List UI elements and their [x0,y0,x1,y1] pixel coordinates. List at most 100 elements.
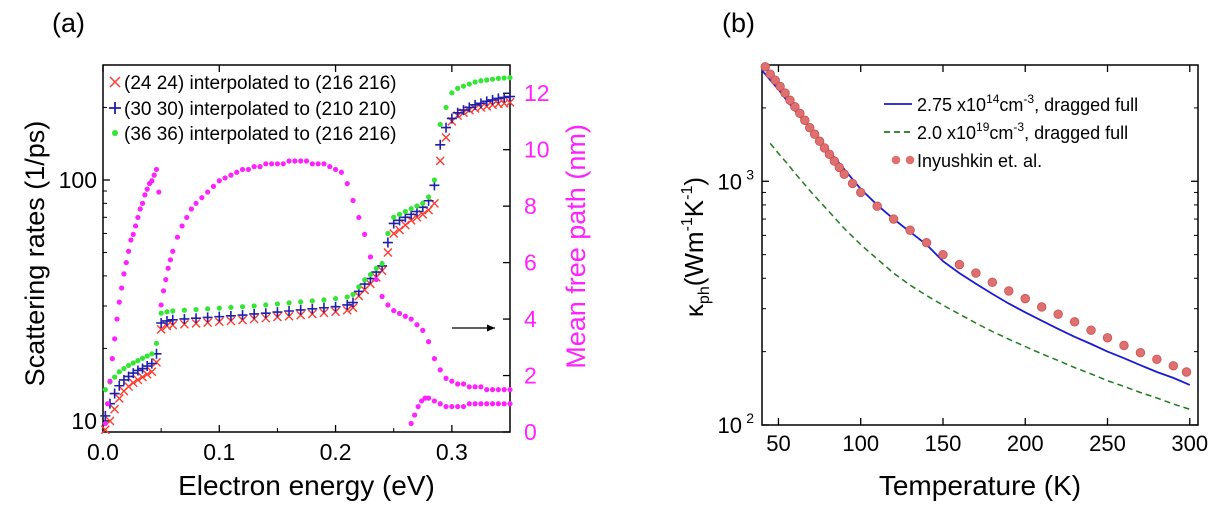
series-line-dashed [769,142,1191,411]
data-point-dot [426,395,432,401]
data-point-dot [112,374,118,380]
data-point-dot [501,401,507,407]
data-point-dot [105,401,111,407]
data-point-plus [295,304,306,315]
data-point-inyushkin [1135,347,1146,358]
data-point-dot [455,403,461,410]
data-point-x [110,404,120,414]
data-point-plus [493,93,504,104]
data-point-dot [239,166,246,173]
y2-tick-label-a: 10 [524,137,550,163]
data-point-dot [216,305,222,311]
data-point-dot [128,237,134,243]
y2-tick-label-a: 2 [524,363,537,389]
data-point-dot [472,384,478,390]
data-point-inyushkin [938,249,948,260]
data-point-dot [379,260,385,267]
data-point-dot [107,378,113,384]
data-point-inyushkin [872,201,882,211]
data-point-dot [495,401,501,407]
data-point-inyushkin [800,115,810,125]
data-point-x [249,314,259,324]
data-point-dot [144,353,150,359]
data-point-dot [121,365,127,372]
y2-tick-label-a: 6 [524,250,537,276]
data-point-dot [507,387,513,393]
data-point-dot [298,299,304,305]
data-point-dot [228,172,234,178]
data-point-dot [373,276,379,283]
y2-axis-label-a: Mean free path (nm) [561,124,591,369]
legend-marker-x [109,76,121,88]
data-point-x [238,315,248,325]
data-point-dot [391,214,397,220]
series-b-1 [769,142,1191,411]
data-point-dot [396,211,403,217]
data-point-plus [142,361,153,372]
legend-label-b: Inyushkin et. al. [917,151,1042,171]
x-tick-label-a: 0.0 [87,439,119,465]
data-point-inyushkin [780,88,790,98]
data-point-plus [179,313,190,324]
data-point-inyushkin [1181,367,1192,377]
data-point-inyushkin [805,122,815,133]
legend-a: (24 24) interpolated to (216 216) (30 30)… [109,73,397,145]
data-point-inyushkin [954,259,965,270]
data-point-x [342,305,352,315]
data-point-inyushkin [760,62,770,72]
data-point-dot [402,208,408,215]
data-point-x [100,425,110,435]
data-point-dot [315,161,321,167]
data-point-plus [167,314,178,325]
data-point-dot [385,230,391,237]
data-point-dot [269,161,275,167]
legend-marker-plus [109,102,121,114]
data-point-dot [455,85,461,91]
data-point-dot [125,362,132,369]
data-point-dot [210,183,217,189]
data-point-x [138,372,148,382]
y-tick-label-a: 10 [71,408,97,434]
data-point-dot [460,83,467,89]
data-point-dot [130,231,136,237]
data-point-dot [309,161,315,167]
data-point-dot [139,355,146,361]
series-a-3 [102,158,513,427]
data-point-dot [228,304,234,310]
data-point-inyushkin [1004,286,1014,296]
data-point-dot [135,358,141,364]
legend-label-b: 2.0 x1019cm-3, dragged full [917,120,1128,143]
data-point-inyushkin [1102,333,1113,343]
legend-label-a: (36 36) interpolated to (216 216) [124,124,397,145]
data-point-dot [205,306,211,312]
data-point-dot [151,172,157,178]
data-point-x [151,357,161,367]
data-point-dot [391,308,397,314]
data-point-dot [142,192,148,198]
data-point-inyushkin [847,178,858,189]
data-point-plus [225,310,236,321]
data-point-plus [318,302,329,313]
data-point-dot [184,214,190,221]
data-point-dot [443,104,449,111]
data-point-dot [193,200,199,206]
data-point-x [147,367,157,377]
data-point-dot [239,304,246,310]
data-point-plus [114,380,125,391]
data-point-x [284,311,294,321]
data-point-inyushkin [1020,293,1030,304]
data-point-x [168,320,178,330]
data-point-dot [332,295,339,302]
data-point-plus [260,308,271,319]
data-point-plus [441,122,452,133]
data-point-dot [402,313,408,319]
data-point-inyushkin [971,268,981,278]
data-point-dot [466,401,472,407]
data-point-dot [114,316,120,322]
data-point-dot [274,161,281,167]
data-point-dot [478,78,484,84]
data-point-plus [394,215,405,226]
series-line-solid [761,69,1191,386]
